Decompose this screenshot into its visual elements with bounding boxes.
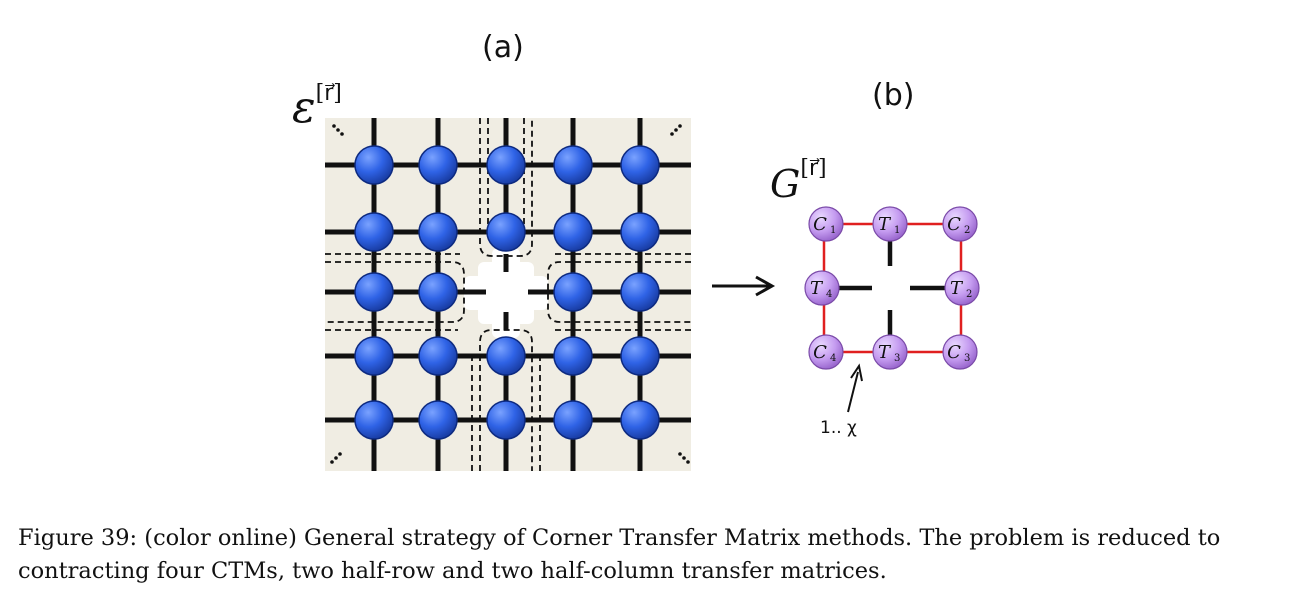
g-letter: G [770,162,801,206]
epsilon-symbol: ε[r⃗] [292,81,342,133]
figure-caption: Figure 39: (color online) General strate… [18,525,1221,584]
continuation-dots [330,124,690,464]
panel-b-label: (b) [872,78,915,113]
ctm-environment: C 1 T 1 C 2T 4 T 2C 4 T 3 C 31.. χ [804,206,980,438]
tensor-index: 2 [966,289,972,300]
tensor-label: C [813,342,827,363]
tensor-label: T [878,214,892,235]
g-superscript: [r⃗] [800,156,827,181]
tensor-label: C [813,214,827,235]
tensor-index: 1 [894,225,900,236]
center-cut [462,248,550,338]
tensor-index: 2 [964,225,970,236]
g-symbol: G[r⃗] [770,156,827,206]
transfer-matrix-outlines [325,118,691,471]
tensor-index: 3 [964,353,970,364]
mapping-arrow [712,275,776,297]
tensor-label: T [810,278,824,299]
tensor-label: C [947,342,961,363]
tensor-index: 1 [830,225,836,236]
lattice-tensors [354,145,660,440]
panel-a-label: (a) [482,30,524,65]
tensor-index: 4 [830,353,836,364]
ctm-diagram: C 1 T 1 C 2T 4 T 2C 4 T 3 C 31.. χ [325,118,980,471]
epsilon-letter: ε [292,82,316,133]
bond-dimension-label: 1.. χ [820,418,857,438]
tensor-label: C [947,214,961,235]
tensor-index: 4 [826,289,832,300]
tensor-label: T [950,278,964,299]
tensor-label: T [878,342,892,363]
tensor-index: 3 [894,353,900,364]
epsilon-superscript: [r⃗] [315,81,342,106]
